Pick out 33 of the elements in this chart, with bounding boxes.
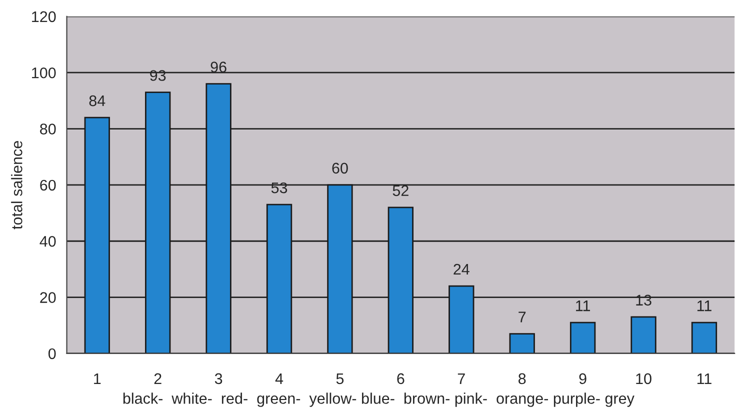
y-tick-label: 20 bbox=[40, 292, 56, 303]
x-tick-label: 10 bbox=[636, 373, 652, 384]
data-label: 24 bbox=[454, 264, 470, 275]
y-axis-title: total salience bbox=[11, 141, 22, 230]
data-label: 60 bbox=[332, 162, 348, 174]
data-label: 84 bbox=[89, 95, 106, 106]
y-tick-label: 60 bbox=[40, 180, 56, 191]
x-tick-label: 2 bbox=[154, 373, 162, 384]
x-tick-label: 1 bbox=[94, 373, 101, 384]
y-tick-label: 120 bbox=[32, 11, 56, 22]
bar bbox=[570, 322, 596, 354]
bar bbox=[630, 316, 656, 354]
data-label: 96 bbox=[210, 62, 226, 72]
x-tick-label: 4 bbox=[275, 373, 284, 384]
data-label: 11 bbox=[576, 300, 590, 312]
x-tick-label: 3 bbox=[214, 373, 222, 384]
bar bbox=[691, 322, 718, 354]
x-tick-label: 8 bbox=[518, 373, 526, 384]
y-tick-label: 100 bbox=[32, 67, 56, 78]
data-label: 53 bbox=[271, 182, 288, 194]
y-tick-label: 0 bbox=[48, 348, 56, 360]
data-label: 52 bbox=[392, 185, 408, 196]
y-tick-label: 40 bbox=[40, 236, 56, 247]
data-label: 7 bbox=[518, 312, 526, 322]
x-tick-label: 11 bbox=[697, 373, 712, 384]
x-tick-label: 9 bbox=[579, 373, 586, 384]
x-tick-label: 5 bbox=[336, 373, 344, 384]
bar bbox=[509, 333, 535, 354]
x-tick-label: 7 bbox=[458, 373, 465, 384]
x-tick-label: 6 bbox=[397, 373, 404, 384]
text: black- white- red- green- yellow- blue- brown- pink- orange- purple- grey bbox=[123, 392, 634, 407]
y-tick-label: 80 bbox=[40, 124, 56, 134]
data-label: 11 bbox=[697, 300, 712, 312]
